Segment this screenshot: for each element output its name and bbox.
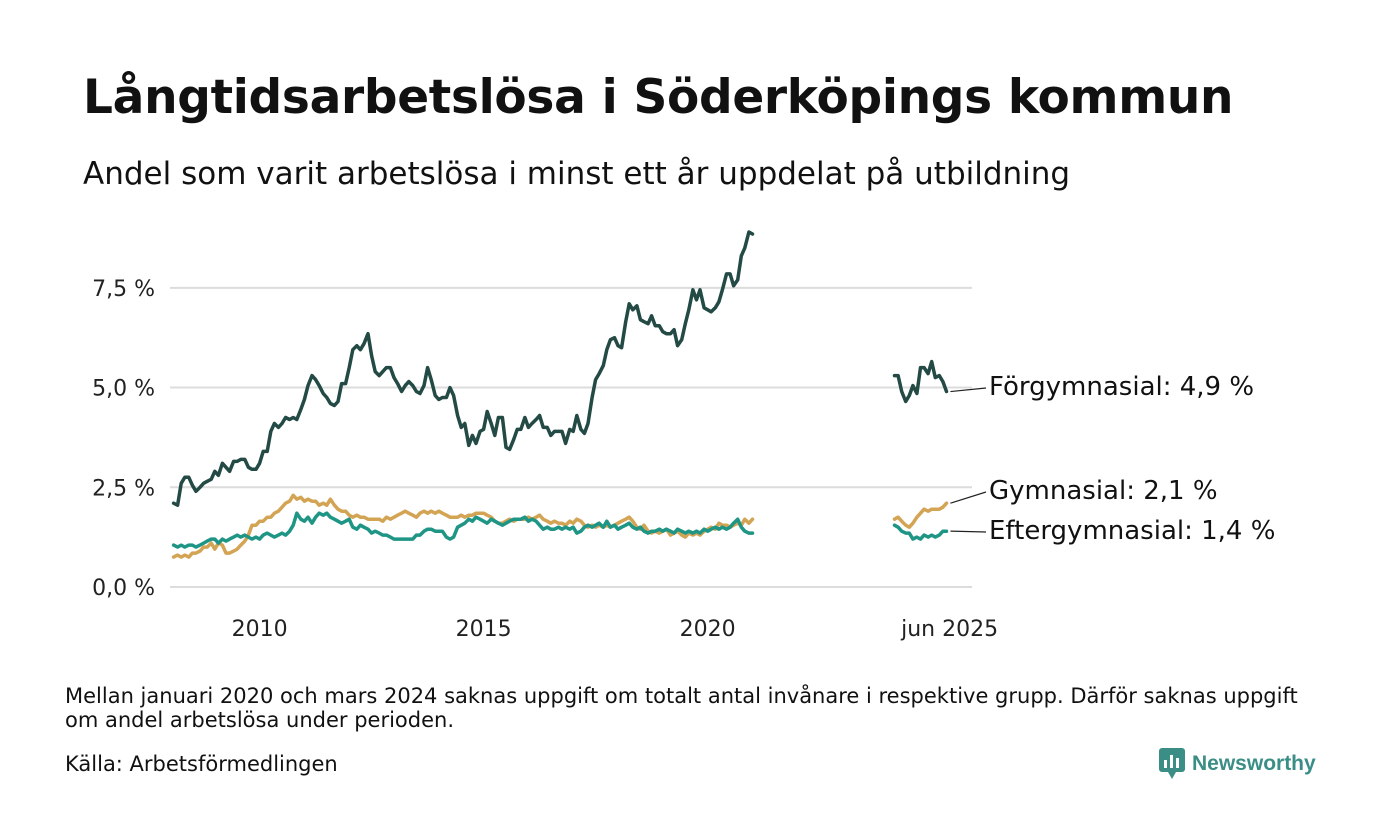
series-line-eftergymnasial [171,511,755,549]
end-label-leader [950,530,987,533]
series-line-förgymnasial [892,359,949,404]
series-line-eftergymnasial [892,523,949,541]
y-tick-label: 5,0 % [92,377,155,402]
x-tick-label: jun 2025 [900,617,998,642]
line-chart: 0,0 % 2,5 % 5,0 % 7,5 % 2010 2015 2020 jun 2025… [92,230,1275,642]
chart-subtitle: Andel som varit arbetslösa i minst ett å… [83,156,1071,192]
series-line-gymnasial [171,493,755,559]
y-tick-label: 7,5 % [92,277,155,302]
footnote: Mellan januari 2020 och mars 2024 saknas… [65,684,1298,732]
y-tick-label: 2,5 % [92,476,155,501]
x-tick-label: 2020 [680,617,736,642]
end-label-leader [950,491,987,504]
series-line-förgymnasial [171,230,755,507]
chart-title: Långtidsarbetslösa i Söderköpings kommun [83,70,1234,125]
end-label-förgymnasial: Förgymnasial: 4,9 % [989,372,1254,402]
source-credit: Källa: Arbetsförmedlingen [65,752,338,776]
newsworthy-logo-icon [1159,748,1185,779]
end-label-eftergymnasial: Eftergymnasial: 1,4 % [989,516,1275,546]
newsworthy-brand[interactable]: Newsworthy [1158,747,1316,781]
series-line-gymnasial [892,501,949,529]
x-tick-label: 2015 [456,617,512,642]
y-tick-label: 0,0 % [92,576,155,601]
x-tick-label: 2010 [232,617,288,642]
end-label-gymnasial: Gymnasial: 2,1 % [989,476,1218,506]
brand-name: Newsworthy [1192,752,1316,775]
end-label-leader [950,387,987,393]
